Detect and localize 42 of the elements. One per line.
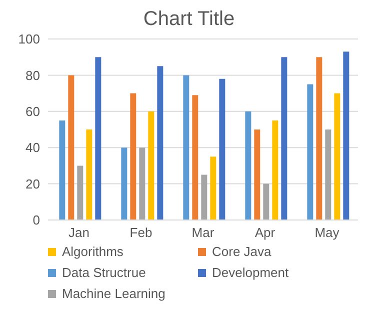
bar — [343, 52, 350, 220]
legend-label: Machine Learning — [62, 286, 166, 301]
bar — [130, 93, 136, 220]
x-tick-label: Feb — [130, 225, 152, 240]
bar — [219, 78, 226, 220]
bar — [307, 84, 314, 220]
bar — [316, 57, 322, 220]
y-tick-label: 40 — [26, 140, 40, 156]
bar — [68, 75, 74, 220]
x-tick-label: Apr — [254, 225, 276, 240]
bar — [210, 156, 216, 220]
legend-label: Core Java — [212, 244, 272, 259]
bar — [139, 148, 146, 220]
bar — [95, 57, 102, 220]
bar — [281, 57, 288, 220]
bar — [325, 130, 332, 220]
bar — [157, 66, 164, 220]
y-tick-label: 80 — [26, 68, 40, 83]
y-tick-label: 0 — [32, 212, 40, 228]
x-tick-label: May — [314, 225, 340, 240]
y-tick-label: 100 — [18, 32, 40, 47]
bar — [192, 95, 198, 220]
x-tick-label: Jan — [68, 225, 90, 240]
y-tick-label: 20 — [26, 176, 40, 192]
bar — [201, 174, 208, 220]
legend-label: Data Structrue — [62, 265, 146, 280]
bar — [121, 148, 128, 220]
bar — [272, 120, 278, 220]
bar — [77, 166, 84, 220]
bar — [86, 130, 92, 220]
legend-label: Algorithms — [62, 244, 124, 259]
bar — [59, 120, 66, 220]
y-tick-label: 60 — [26, 104, 40, 120]
bar — [245, 111, 252, 220]
bar — [254, 130, 260, 220]
legend-label: Development — [212, 265, 289, 280]
chart-title: Chart Title — [142, 8, 236, 31]
bar — [263, 184, 270, 220]
x-tick-label: Mar — [192, 225, 215, 240]
bar — [183, 75, 190, 220]
bar — [334, 93, 340, 220]
bar — [148, 111, 154, 220]
